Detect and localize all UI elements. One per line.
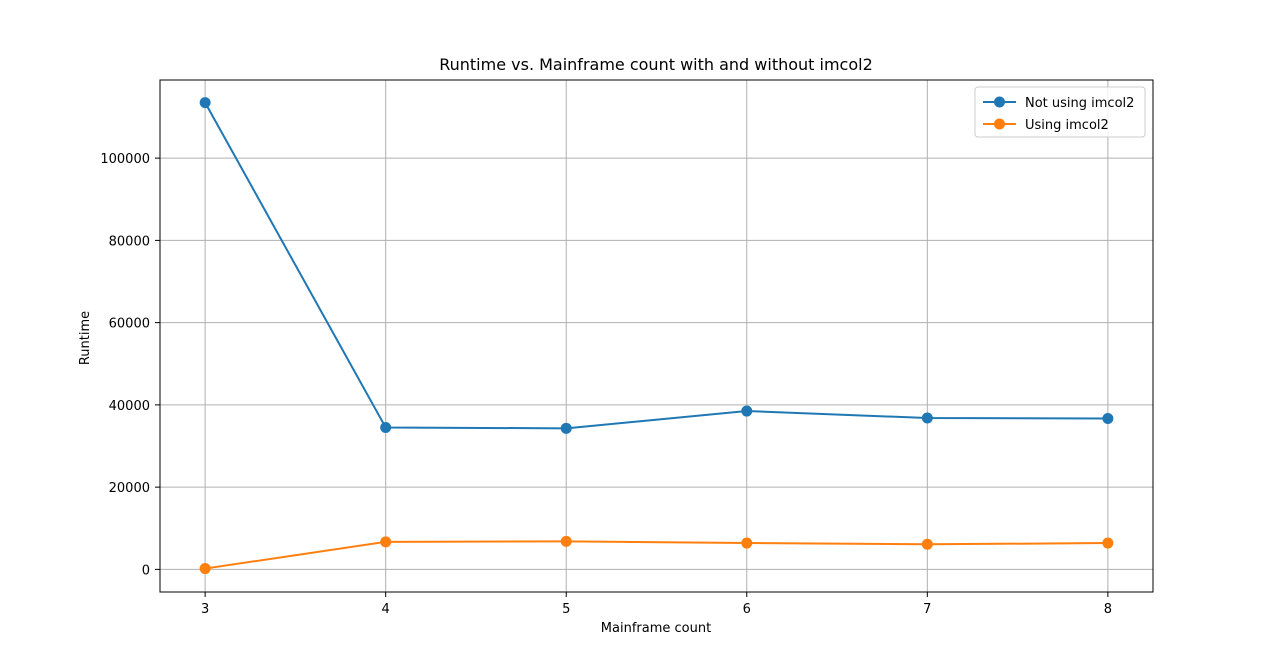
series-line bbox=[204, 540, 1108, 570]
y-axis: 0 20000 40000 60000 80000 100000 bbox=[100, 152, 160, 578]
x-axis-label: Mainframe count bbox=[601, 621, 711, 636]
data-point bbox=[199, 97, 211, 109]
series-layer bbox=[199, 97, 1114, 575]
data-point bbox=[380, 422, 392, 434]
legend-box bbox=[974, 86, 1146, 138]
x-tick-label: 6 bbox=[743, 602, 751, 617]
data-point bbox=[560, 535, 572, 547]
data-point bbox=[741, 537, 753, 549]
x-tick-label: 7 bbox=[923, 602, 931, 617]
legend-label: Not using imcol2 bbox=[1025, 96, 1134, 111]
series-line bbox=[204, 102, 1108, 430]
x-tick-label: 5 bbox=[562, 602, 570, 617]
y-tick-label: 100000 bbox=[100, 152, 150, 167]
y-tick-label: 20000 bbox=[109, 481, 150, 496]
y-tick-label: 60000 bbox=[109, 317, 150, 332]
x-tick-label: 8 bbox=[1104, 602, 1112, 617]
legend-marker bbox=[994, 118, 1005, 130]
data-point bbox=[741, 405, 753, 417]
legend-marker bbox=[994, 96, 1005, 108]
data-point bbox=[921, 412, 933, 424]
data-point bbox=[560, 422, 572, 434]
grid bbox=[160, 80, 1153, 592]
data-point bbox=[1102, 412, 1114, 424]
data-point bbox=[380, 536, 392, 548]
x-axis: 3 4 5 6 7 8 bbox=[201, 592, 1112, 617]
x-tick-label: 3 bbox=[201, 602, 209, 617]
chart-title: Runtime vs. Mainframe count with and wit… bbox=[439, 55, 873, 74]
legend: Not using imcol2 Using imcol2 bbox=[974, 86, 1146, 138]
data-point bbox=[1102, 537, 1114, 549]
y-axis-label: Runtime bbox=[78, 311, 93, 365]
y-tick-label: 40000 bbox=[109, 399, 150, 414]
y-tick-label: 0 bbox=[142, 563, 150, 578]
y-tick-label: 80000 bbox=[109, 234, 150, 249]
data-point bbox=[921, 538, 933, 550]
x-tick-label: 4 bbox=[382, 602, 390, 617]
data-point bbox=[199, 563, 211, 575]
legend-label: Using imcol2 bbox=[1025, 118, 1109, 133]
plot-frame bbox=[159, 79, 1154, 593]
